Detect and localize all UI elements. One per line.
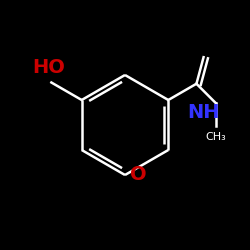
Text: O: O xyxy=(130,166,147,184)
Text: HO: HO xyxy=(32,58,66,77)
Text: NH: NH xyxy=(188,103,220,122)
Text: CH₃: CH₃ xyxy=(206,132,226,142)
